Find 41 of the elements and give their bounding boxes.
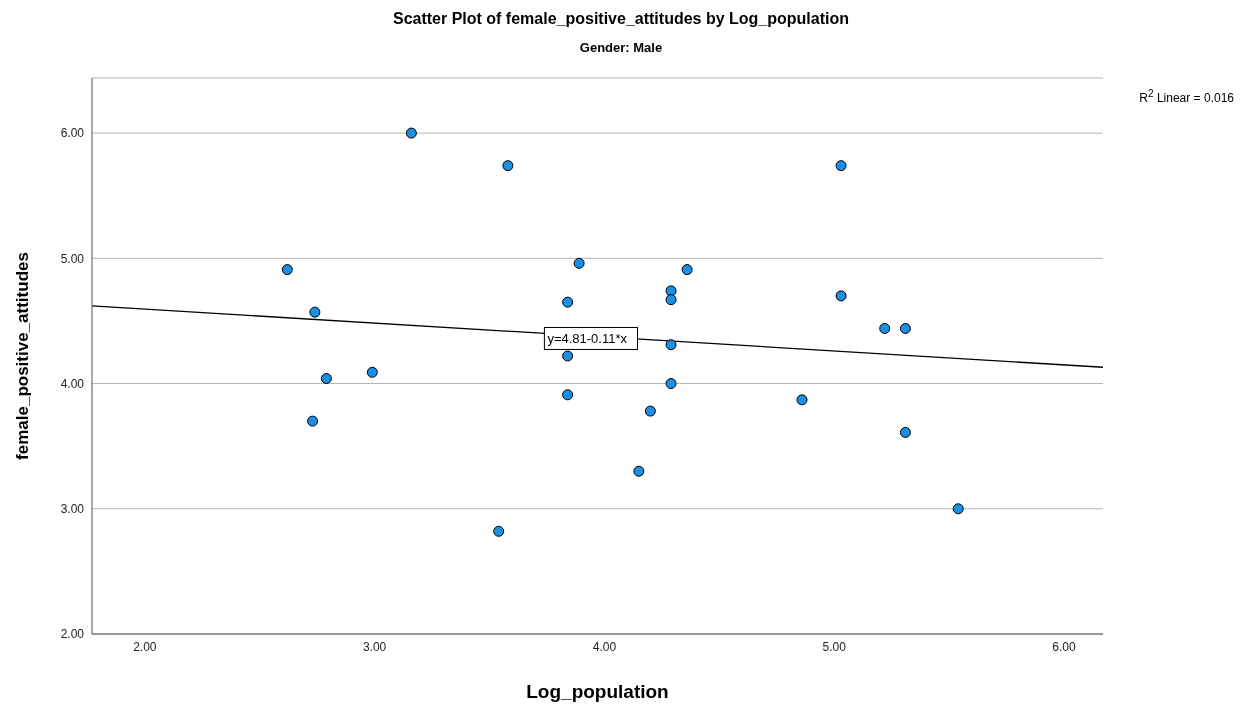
point xyxy=(796,394,808,406)
x-tick-label: 2.00 xyxy=(133,639,157,654)
point xyxy=(307,415,319,427)
x-tick-label: 3.00 xyxy=(362,639,387,654)
y-tick-label: 4.00 xyxy=(60,376,85,391)
point xyxy=(502,160,514,172)
x-axis-title: Log_population xyxy=(525,681,670,703)
x-tick-label: 4.00 xyxy=(592,639,617,654)
point xyxy=(899,426,911,438)
chart-subtitle: Gender: Male xyxy=(578,40,664,55)
y-tick-label: 5.00 xyxy=(60,251,85,266)
text: R$^{2}$ Linear = 0.016 xyxy=(1139,88,1234,105)
point xyxy=(952,503,964,515)
point xyxy=(281,264,293,276)
annotation: y=4.81-0.11*x xyxy=(547,331,628,347)
point xyxy=(835,290,847,302)
point xyxy=(405,127,417,139)
point xyxy=(493,525,505,537)
point xyxy=(681,264,693,276)
point xyxy=(899,322,911,334)
point xyxy=(879,322,891,334)
y-tick-label: 2.00 xyxy=(60,627,85,642)
point xyxy=(665,339,677,351)
y-axis-title: female_positive_attitudes xyxy=(13,252,33,460)
point xyxy=(665,294,677,306)
point xyxy=(562,389,574,401)
point xyxy=(309,306,321,318)
point xyxy=(644,405,656,417)
y-tick-label: 3.00 xyxy=(60,502,85,517)
point xyxy=(562,350,574,362)
point xyxy=(835,160,847,172)
chart-title: Scatter Plot of female_positive_attitudes by Log_population xyxy=(391,10,851,28)
point xyxy=(562,296,574,308)
point xyxy=(320,373,332,385)
x-tick-label: 5.00 xyxy=(822,639,847,654)
point xyxy=(366,366,378,378)
point xyxy=(633,465,645,477)
y-tick-label: 6.00 xyxy=(60,126,85,141)
point xyxy=(573,257,585,269)
point xyxy=(665,378,677,390)
x-tick-label: 6.00 xyxy=(1052,639,1076,654)
